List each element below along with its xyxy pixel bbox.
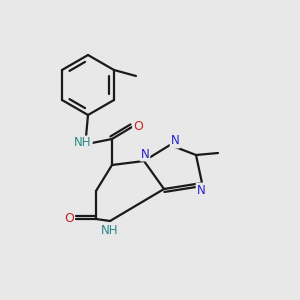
Text: NH: NH xyxy=(101,224,119,236)
Text: O: O xyxy=(133,121,143,134)
Text: N: N xyxy=(196,184,206,196)
Text: N: N xyxy=(141,148,149,160)
Text: NH: NH xyxy=(74,136,92,149)
Text: N: N xyxy=(171,134,179,148)
Text: O: O xyxy=(64,212,74,226)
